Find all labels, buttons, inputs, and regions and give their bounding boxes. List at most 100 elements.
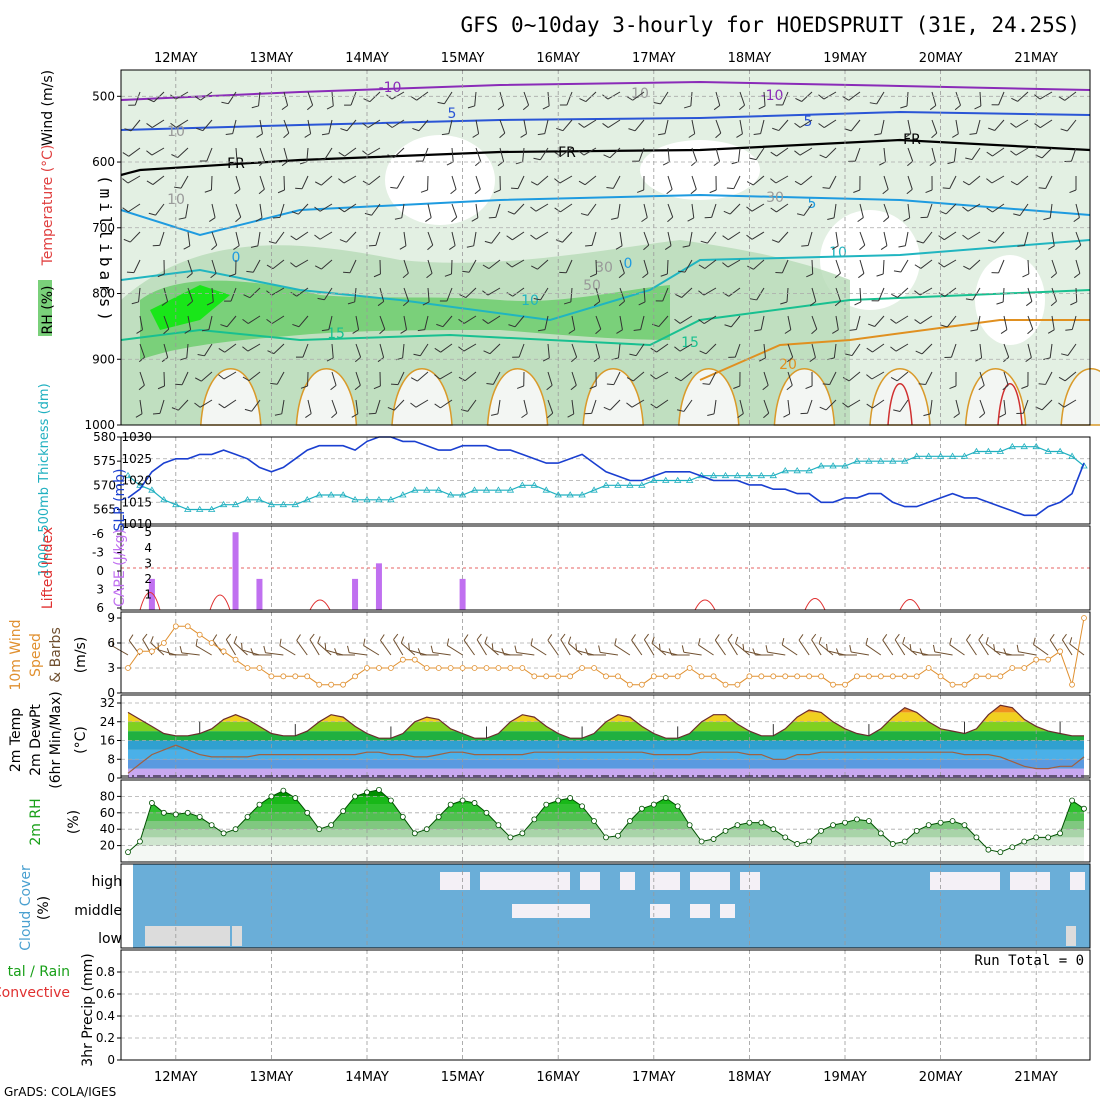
wind-barb: [931, 91, 937, 106]
wind-barb: [346, 119, 357, 132]
wind-barb: [739, 399, 744, 414]
wind-barb-flag: [698, 264, 706, 269]
wind-barb: [931, 119, 938, 134]
wind-barb-flag: [417, 329, 425, 332]
contour-label: FR: [903, 132, 921, 148]
data-point: [722, 827, 729, 834]
data-point: [423, 486, 431, 493]
wind-barb: [595, 259, 598, 275]
wind-barb: [568, 642, 583, 656]
data-point: [615, 832, 621, 839]
wind-barb-flag: [135, 413, 143, 418]
panel-frame: [120, 694, 1091, 779]
wind-barb: [283, 147, 289, 162]
wind-barb-flag: [266, 264, 274, 270]
wind-barb-flag: [493, 189, 501, 194]
wind-barb-flag: [482, 319, 489, 324]
wind-barb-flag: [434, 374, 441, 380]
wind-barb-flag: [324, 643, 327, 651]
wind-barb: [302, 343, 309, 358]
temperature-band: [128, 749, 1084, 760]
data-point: [184, 809, 191, 816]
wind-barb-flag: [1002, 384, 1009, 391]
cloud-clear-high: [740, 872, 760, 890]
cloud-row-label: high: [91, 874, 122, 890]
wind-barb: [595, 343, 601, 358]
wind-barb: [128, 203, 141, 213]
wind-barb-flag: [1060, 128, 1068, 132]
wind-barb-flag: [616, 329, 623, 334]
wind-barb: [859, 287, 862, 303]
data-point: [842, 819, 848, 826]
wind-barb: [511, 259, 525, 268]
wind-barb: [476, 639, 487, 656]
wind-barb: [767, 651, 786, 656]
wind-barb: [931, 147, 936, 162]
tick-label: 700: [92, 221, 115, 235]
wind-barb-flag: [331, 412, 338, 419]
wind-barb: [325, 649, 344, 656]
cloud-unit: (%): [36, 896, 52, 920]
wind-barb-flag: [458, 376, 466, 382]
wind-barb-flag: [894, 633, 900, 641]
wind-barb-flag: [250, 245, 258, 248]
wind-barb: [632, 371, 645, 382]
wind-barb-flag: [446, 638, 450, 646]
wind-barb: [499, 91, 505, 106]
wind-barb: [835, 315, 839, 330]
surface-heating-contour: [391, 368, 453, 426]
wind-barb: [666, 259, 669, 275]
wind-barb-flag: [444, 273, 452, 277]
wind-barb-flag: [142, 633, 148, 640]
wind-barb-flag: [636, 189, 644, 193]
wind-barb-flag: [822, 187, 830, 189]
wind-barb-flag: [986, 151, 993, 157]
wind-barb-flag: [580, 213, 588, 216]
data-point: [471, 800, 478, 806]
wind-barb: [1041, 147, 1053, 159]
wind-barb: [211, 287, 214, 302]
data-point: [376, 786, 382, 793]
wind-barb: [979, 371, 985, 386]
wind-barb: [559, 175, 573, 184]
wind-barb-flag: [819, 406, 827, 411]
wind-barb: [631, 399, 645, 408]
wind-barb: [763, 371, 769, 386]
wind-barb: [991, 175, 1005, 184]
wind-barb-flag: [1061, 353, 1069, 356]
wind-barb: [825, 147, 837, 159]
cloud-clear-high: [480, 872, 570, 890]
wind10m-panel: 9 6 3 0: [107, 611, 1091, 700]
wind-barb: [259, 175, 265, 190]
wind-barb: [177, 147, 189, 158]
data-point: [949, 681, 956, 688]
wind-barb-flag: [575, 643, 578, 651]
data-point: [1081, 615, 1087, 621]
wind-barb: [403, 231, 407, 246]
wind-barb-flag: [857, 217, 864, 223]
li-ylabel: Lifted Index: [40, 527, 56, 609]
wind-barb: [607, 119, 621, 128]
contour-label: 20: [779, 357, 797, 373]
tick-label: 3: [96, 583, 104, 597]
wind-barb: [247, 315, 261, 324]
wind-barb-flag: [818, 94, 825, 100]
wind-barb: [1018, 651, 1037, 656]
wind-barb: [833, 203, 837, 218]
cape-bar: [352, 578, 359, 610]
wind-barb: [309, 639, 320, 656]
data-point: [196, 631, 203, 638]
wind-barb: [595, 315, 602, 330]
wind-barb: [187, 315, 192, 330]
wind-barb-flag: [270, 382, 278, 385]
data-point: [769, 471, 778, 479]
wind-barb-flag: [806, 273, 813, 278]
wind-barb: [475, 147, 482, 162]
data-point: [340, 808, 347, 815]
data-point: [949, 818, 956, 824]
wind-barb: [880, 119, 885, 134]
wind-barb-flag: [520, 133, 527, 138]
cape-tick-label: 5: [144, 525, 152, 539]
wind-barb: [683, 651, 702, 656]
wind-barb: [393, 399, 405, 411]
